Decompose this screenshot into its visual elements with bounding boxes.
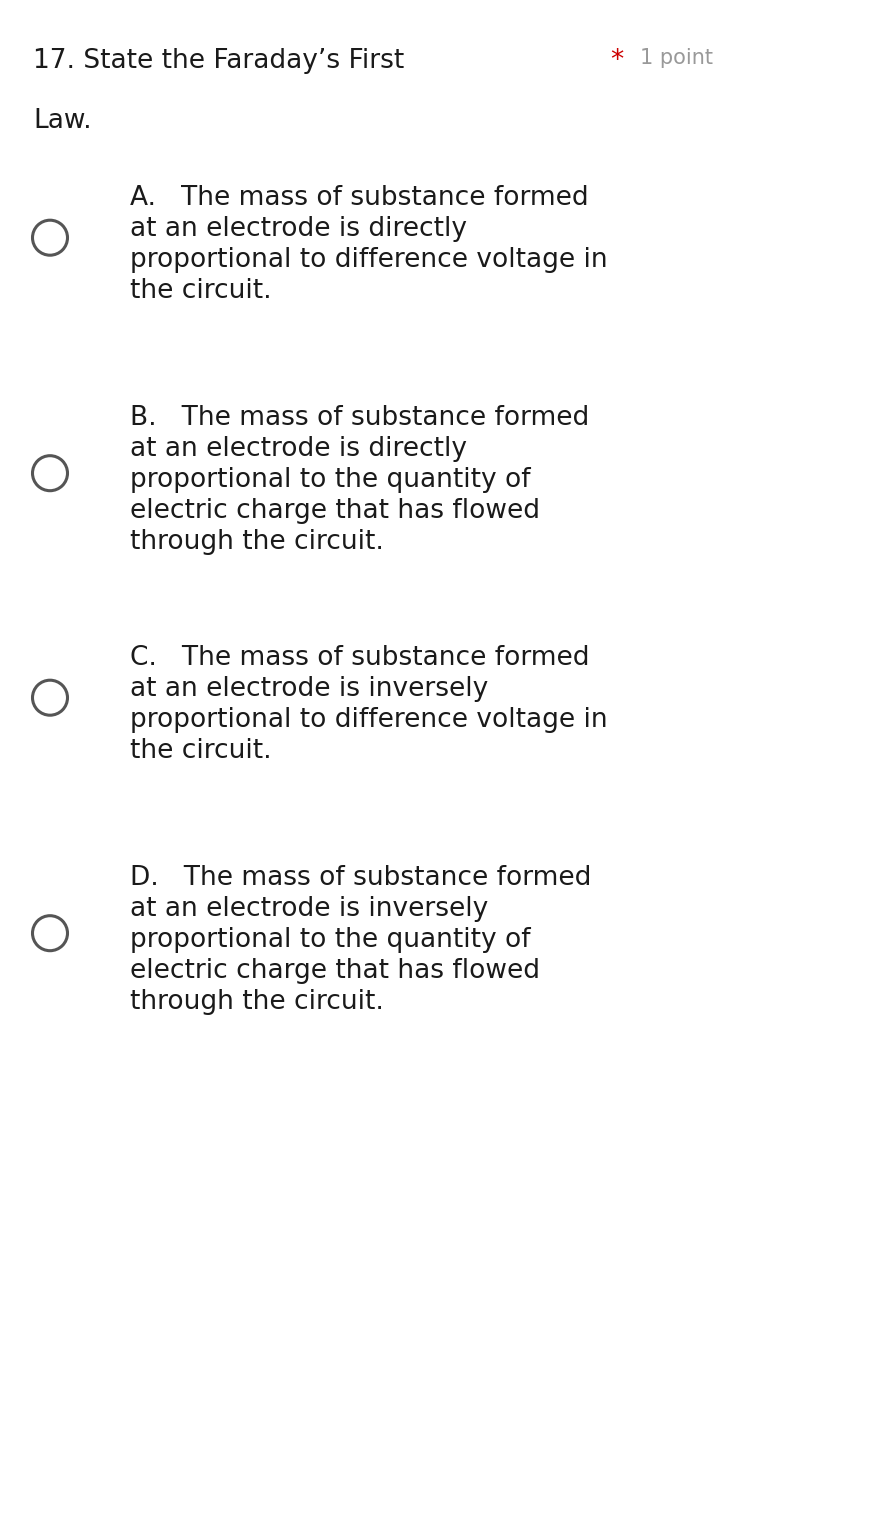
Text: D.   The mass of substance formed: D. The mass of substance formed xyxy=(130,865,591,891)
Text: proportional to difference voltage in: proportional to difference voltage in xyxy=(130,246,608,272)
Text: B.   The mass of substance formed: B. The mass of substance formed xyxy=(130,405,590,430)
Text: electric charge that has flowed: electric charge that has flowed xyxy=(130,958,540,984)
Text: the circuit.: the circuit. xyxy=(130,738,272,764)
Text: *: * xyxy=(610,49,624,75)
Text: C.   The mass of substance formed: C. The mass of substance formed xyxy=(130,645,590,671)
Text: 1 point: 1 point xyxy=(640,49,713,68)
Text: at an electrode is directly: at an electrode is directly xyxy=(130,216,467,242)
Text: through the circuit.: through the circuit. xyxy=(130,989,384,1015)
Text: at an electrode is inversely: at an electrode is inversely xyxy=(130,896,489,922)
Text: Law.: Law. xyxy=(33,108,91,134)
Text: proportional to the quantity of: proportional to the quantity of xyxy=(130,467,530,493)
Text: at an electrode is inversely: at an electrode is inversely xyxy=(130,675,489,703)
Text: 17. State the Faraday’s First: 17. State the Faraday’s First xyxy=(33,49,404,75)
Text: proportional to the quantity of: proportional to the quantity of xyxy=(130,926,530,954)
Text: electric charge that has flowed: electric charge that has flowed xyxy=(130,497,540,525)
Text: A.   The mass of substance formed: A. The mass of substance formed xyxy=(130,186,589,211)
Text: the circuit.: the circuit. xyxy=(130,278,272,304)
Text: through the circuit.: through the circuit. xyxy=(130,529,384,555)
Text: proportional to difference voltage in: proportional to difference voltage in xyxy=(130,707,608,733)
Text: at an electrode is directly: at an electrode is directly xyxy=(130,437,467,462)
